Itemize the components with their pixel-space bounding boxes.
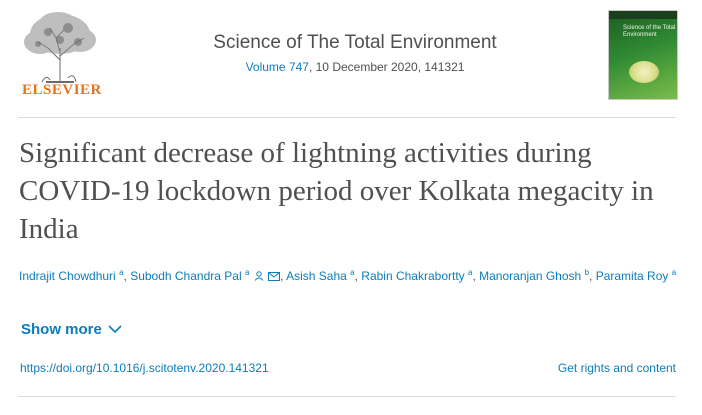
volume-link[interactable]: Volume 747	[245, 60, 309, 74]
author-link-2[interactable]: Subodh Chandra Pal	[130, 269, 242, 283]
author-link-5[interactable]: Manoranjan Ghosh	[479, 269, 582, 283]
journal-title-link[interactable]: Science of The Total Environment	[213, 32, 497, 53]
cover-graphic	[629, 61, 659, 83]
author-affil-2[interactable]: a	[244, 268, 250, 277]
issue-line: Volume 747, 10 December 2020, 141321	[150, 60, 560, 74]
author-affil-1[interactable]: a	[119, 268, 124, 277]
issue-details: , 10 December 2020, 141321	[308, 60, 465, 74]
article-title: Significant decrease of lightning activi…	[19, 137, 654, 245]
cover-top-bar	[609, 11, 677, 19]
envelope-icon[interactable]	[268, 266, 281, 288]
author-link-6[interactable]: Paramita Roy	[595, 269, 669, 283]
doi-link[interactable]: https://doi.org/10.1016/j.scitotenv.2020…	[20, 361, 269, 375]
show-more-label: Show more	[21, 321, 102, 338]
elsevier-logo[interactable]	[18, 8, 102, 100]
author-affil-6[interactable]: a	[671, 268, 677, 277]
article-header: ELSEVIER Science of The Total Environmen…	[0, 0, 702, 118]
author-link-4[interactable]: Rabin Chakrabortty	[361, 269, 465, 283]
header-divider	[18, 117, 676, 118]
get-rights-link[interactable]: Get rights and content	[557, 361, 676, 375]
author-affil-3[interactable]: a	[350, 268, 355, 277]
author-affil-4[interactable]: a	[468, 268, 473, 277]
author-link-3[interactable]: Asish Saha	[286, 269, 347, 283]
person-icon[interactable]	[254, 266, 264, 288]
chevron-down-icon	[108, 325, 122, 334]
author-affil-5[interactable]: b	[584, 268, 590, 277]
cover-text: Science of the Total Environment	[623, 25, 676, 38]
journal-info: Science of The Total Environment Volume …	[150, 30, 560, 74]
author-link-1[interactable]: Indrajit Chowdhuri	[19, 269, 116, 283]
journal-cover[interactable]: Science of the Total Environment	[608, 10, 678, 100]
footer-divider	[18, 396, 676, 397]
show-more-button[interactable]: Show more	[21, 321, 122, 338]
author-list: Indrajit Chowdhuri a, Subodh Chandra Pal…	[19, 265, 684, 288]
publisher-name: ELSEVIER	[22, 82, 102, 98]
tree-icon	[24, 12, 96, 83]
